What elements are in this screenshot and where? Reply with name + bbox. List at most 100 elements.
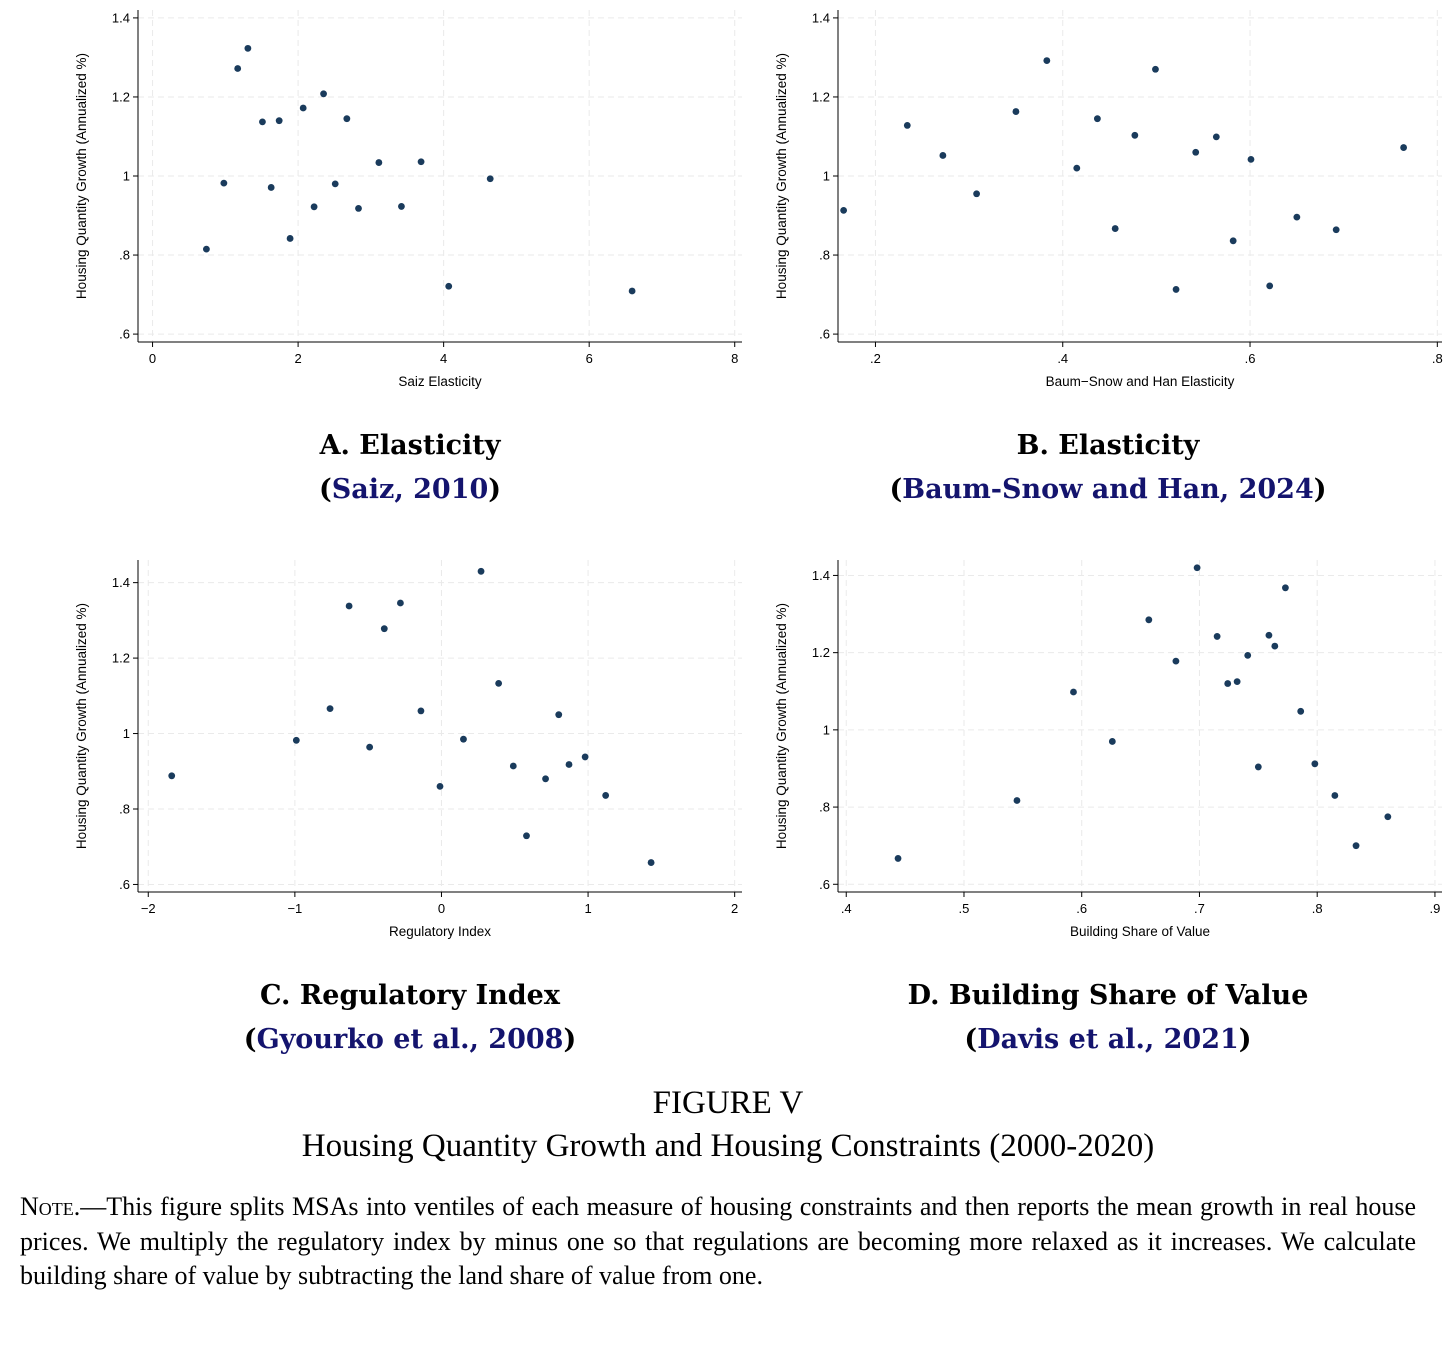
panel-a-x-axis-label: Saiz Elasticity bbox=[398, 374, 482, 389]
panel-c-point-12 bbox=[509, 762, 517, 770]
panel-d-ytick-label-4: 1.4 bbox=[812, 568, 830, 583]
panel-a-point-3 bbox=[244, 44, 252, 52]
panel-c-y-axis-label: Housing Quantity Growth (Annualized %) bbox=[74, 603, 89, 849]
figure-note: Note.—This figure splits MSAs into venti… bbox=[20, 1190, 1416, 1294]
panel-c-xtick-label-2: 0 bbox=[438, 901, 445, 916]
panel-c-point-14 bbox=[542, 775, 549, 783]
panel-a-point-9 bbox=[310, 203, 318, 211]
panel-b-scatter: .6 .8 1 1.2 1.4 .2 .4 .6 .8 Baum−Snow and Han Ela… bbox=[760, 0, 1450, 400]
panel-c-ytick-label-3: 1.2 bbox=[112, 651, 130, 666]
panel-c-point-7 bbox=[417, 707, 425, 715]
panel-d-xtick-label-5: .9 bbox=[1430, 901, 1441, 916]
panel-a-point-7 bbox=[286, 235, 294, 242]
panel-a-point-2 bbox=[234, 65, 242, 72]
panel-d-point-1 bbox=[1013, 797, 1021, 804]
panel-b-point-13 bbox=[1212, 133, 1220, 141]
panel-c-xtick-label-3: 1 bbox=[584, 901, 591, 916]
panel-a-ytick-label-1: .8 bbox=[119, 248, 130, 263]
panel-c-point-5 bbox=[380, 625, 388, 633]
panel-a-y-axis-label: Housing Quantity Growth (Annualized %) bbox=[74, 53, 89, 299]
panel-a-point-11 bbox=[331, 180, 339, 188]
panel-d-ytick-label-1: .8 bbox=[819, 800, 830, 815]
panel-b-ytick-label-1: .8 bbox=[819, 248, 830, 263]
panel-a-point-18 bbox=[486, 175, 494, 183]
panel-c-point-13 bbox=[523, 832, 530, 840]
panel-d-svg: .6 .8 1 1.2 1.4 .4 .5 .6 .7 .8 .9 Building Share of… bbox=[774, 560, 1442, 939]
panel-a-point-14 bbox=[375, 159, 383, 166]
panel-d-point-18 bbox=[1352, 842, 1360, 850]
panel-c-point-3 bbox=[345, 602, 353, 610]
panel-b-y-axis-label: Housing Quantity Growth (Annualized %) bbox=[774, 53, 789, 299]
note-lead: Note. bbox=[20, 1192, 81, 1221]
panel-d-point-16 bbox=[1311, 760, 1319, 768]
panel-b-point-7 bbox=[1093, 115, 1101, 123]
panel-d-point-12 bbox=[1265, 631, 1273, 639]
panel-a-point-0 bbox=[203, 245, 210, 253]
panel-d-xtick-label-1: .5 bbox=[959, 901, 970, 916]
panel-c-point-1 bbox=[292, 736, 300, 744]
panel-c-point-2 bbox=[326, 705, 334, 713]
panel-d-point-8 bbox=[1224, 680, 1232, 687]
panel-d-caption: D. Building Share of Value (Davis et al.… bbox=[760, 974, 1456, 1062]
panel-b-xtick-label-0: .2 bbox=[870, 351, 881, 366]
panel-d-point-15 bbox=[1297, 707, 1305, 715]
panel-a-xtick-label-1: 2 bbox=[294, 351, 301, 366]
panel-c-point-4 bbox=[366, 743, 374, 751]
panel-b-caption-title: B. Elasticity bbox=[1016, 430, 1200, 461]
panel-c-point-9 bbox=[460, 735, 467, 743]
panel-d-citation-link[interactable]: Davis et al., 2021 bbox=[977, 1024, 1239, 1055]
panel-d-xtick-label-0: .4 bbox=[841, 901, 852, 916]
panel-a-point-19 bbox=[628, 287, 636, 295]
panel-a-caption: A. Elasticity (Saiz, 2010) bbox=[60, 424, 760, 512]
panel-a-point-6 bbox=[275, 117, 283, 125]
panel-c-point-15 bbox=[555, 711, 563, 719]
panel-c-point-11 bbox=[495, 679, 503, 687]
panel-c-caption-title: C. Regulatory Index bbox=[260, 980, 560, 1011]
panel-c-xtick-label-1: −1 bbox=[287, 901, 302, 916]
panel-b-point-15 bbox=[1247, 156, 1255, 163]
panel-c-x-axis-label: Regulatory Index bbox=[389, 924, 491, 939]
panel-d-point-3 bbox=[1108, 738, 1116, 745]
panel-d-xtick-label-2: .6 bbox=[1076, 901, 1087, 916]
panel-a-citation-link[interactable]: Saiz, 2010 bbox=[331, 474, 489, 505]
panel-d-ytick-label-3: 1.2 bbox=[812, 645, 830, 660]
panel-a-point-13 bbox=[355, 205, 362, 212]
panel-b-point-10 bbox=[1152, 65, 1159, 73]
panel-d-x-axis-label: Building Share of Value bbox=[1070, 924, 1210, 939]
panel-c-point-8 bbox=[436, 782, 444, 790]
panel-d-point-14 bbox=[1282, 584, 1289, 592]
panel-c-point-6 bbox=[397, 599, 404, 607]
panel-c-xtick-label-0: −2 bbox=[141, 901, 156, 916]
panel-b-x-axis-label: Baum−Snow and Han Elasticity bbox=[1046, 374, 1235, 389]
panel-b-citation-link[interactable]: Baum-Snow and Han, 2024 bbox=[902, 474, 1314, 505]
panel-d-xtick-label-4: .8 bbox=[1312, 901, 1323, 916]
panel-a-point-12 bbox=[343, 115, 351, 123]
panel-d-point-10 bbox=[1244, 651, 1252, 659]
panel-b-point-17 bbox=[1293, 213, 1301, 221]
panel-b-point-2 bbox=[939, 152, 947, 159]
panel-d-point-17 bbox=[1331, 792, 1339, 799]
panel-c-point-17 bbox=[581, 753, 589, 761]
panel-c-scatter: .6 .8 1 1.2 1.4 −2 −1 0 1 2 Regulatory Index Housin… bbox=[60, 550, 750, 950]
panel-d-point-6 bbox=[1193, 564, 1201, 572]
panel-a-point-15 bbox=[398, 203, 405, 210]
panel-d-ytick-label-2: 1 bbox=[823, 722, 830, 737]
panel-a-scatter: .6 .8 1 1.2 1.4 0 2 4 6 8 Saiz Elasticity Housing Q… bbox=[60, 0, 750, 400]
note-text: —This figure splits MSAs into ventiles o… bbox=[20, 1192, 1416, 1290]
panel-a-ytick-label-3: 1.2 bbox=[112, 89, 130, 104]
panel-c-ytick-label-1: .8 bbox=[119, 802, 130, 817]
panel-a-ytick-label-0: .6 bbox=[119, 327, 130, 342]
panel-b-point-4 bbox=[1012, 108, 1020, 115]
panel-a-xtick-label-3: 6 bbox=[586, 351, 593, 366]
panel-b-ytick-label-2: 1 bbox=[823, 169, 830, 184]
panel-b-ytick-label-4: 1.4 bbox=[812, 10, 830, 25]
panel-d-point-7 bbox=[1213, 633, 1221, 640]
panel-b-point-16 bbox=[1266, 282, 1274, 290]
panel-b-point-6 bbox=[1073, 164, 1081, 172]
panel-a-xtick-label-4: 8 bbox=[731, 351, 738, 366]
panel-b-xtick-label-1: .4 bbox=[1057, 351, 1068, 366]
panel-c-point-19 bbox=[647, 859, 655, 866]
figure-subtitle: Housing Quantity Growth and Housing Cons… bbox=[301, 1128, 1155, 1164]
panel-b-caption: B. Elasticity (Baum-Snow and Han, 2024) bbox=[760, 424, 1456, 512]
panel-c-citation-link[interactable]: Gyourko et al., 2008 bbox=[256, 1024, 564, 1055]
